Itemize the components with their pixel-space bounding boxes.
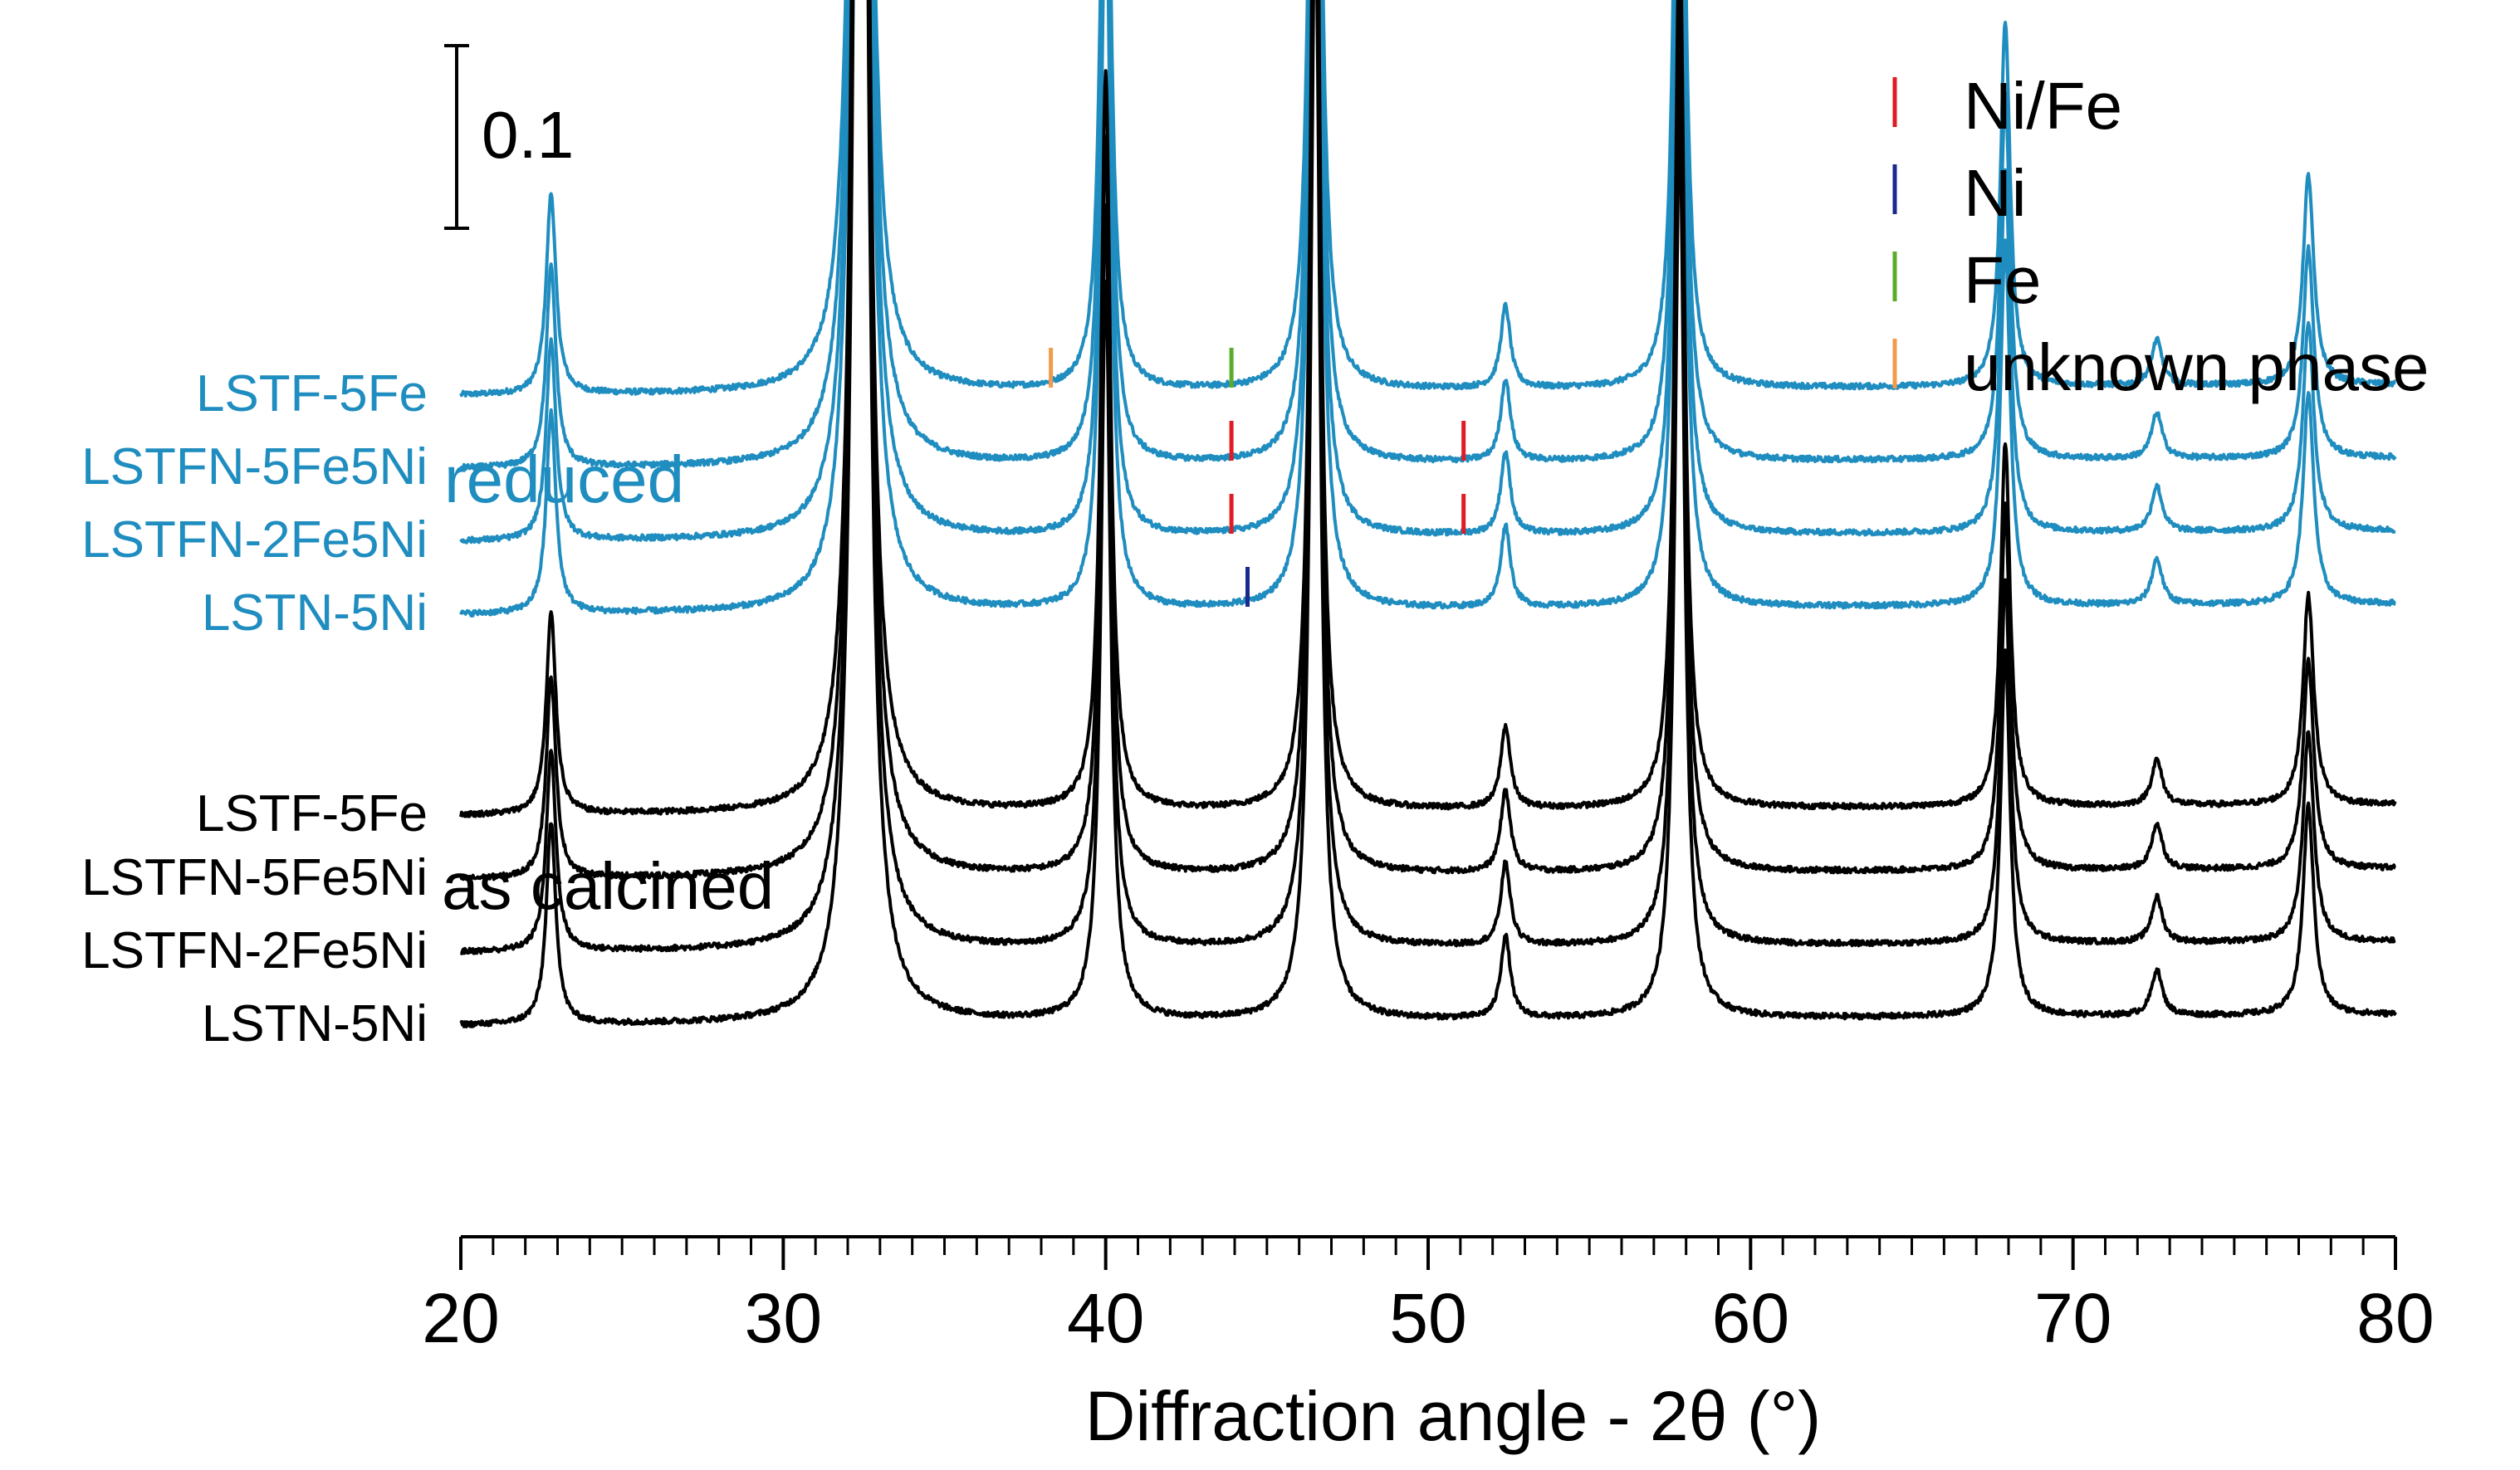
series-label-layer: LSTF-5Fe LSTFN-5Fe5Ni LSTFN-2Fe5Ni LSTN-5Ni… — [81, 365, 428, 1052]
series-label-reduced-LSTFN-2Fe5Ni: LSTFN-2Fe5Ni — [81, 511, 428, 569]
trace-as_calcined-LSTF-5Fe — [459, 0, 2397, 818]
trace-reduced-LSTFN-5Fe5Ni — [460, 0, 2397, 471]
scale-bar: 0.1 — [444, 44, 574, 230]
x-tick-label-70: 70 — [2034, 1279, 2111, 1357]
series-label-reduced-LSTF-5Fe: LSTF-5Fe — [196, 365, 428, 422]
trace-reduced-LSTN-5Ni — [459, 0, 2396, 618]
series-label-as_calcined-LSTN-5Ni: LSTN-5Ni — [202, 995, 428, 1052]
series-layer — [459, 0, 2397, 1028]
x-tick-label-50: 50 — [1389, 1279, 1466, 1357]
x-tick-label-20: 20 — [422, 1279, 499, 1357]
series-label-reduced-LSTFN-5Fe5Ni: LSTFN-5Fe5Ni — [81, 438, 428, 496]
series-label-as_calcined-LSTF-5Fe: LSTF-5Fe — [196, 785, 428, 842]
trace-as_calcined-LSTN-5Ni — [459, 0, 2397, 1028]
group-label-as_calcined: as calcined — [442, 849, 774, 923]
series-label-reduced-LSTN-5Ni: LSTN-5Ni — [202, 584, 428, 642]
legend: Ni/Fe Ni Fe unknown phase — [1892, 69, 2429, 404]
x-axis: 20 30 40 50 60 70 80 Diffraction angle - 2θ (°) — [422, 1235, 2434, 1455]
trace-reduced-LSTF-5Fe — [459, 0, 2396, 398]
phase-marker-layer — [1049, 348, 1466, 607]
x-axis-title: Diffraction angle - 2θ (°) — [1085, 1377, 1821, 1455]
series-label-as_calcined-LSTFN-5Fe5Ni: LSTFN-5Fe5Ni — [81, 849, 428, 906]
x-tick-label-40: 40 — [1067, 1279, 1144, 1357]
series-label-as_calcined-LSTFN-2Fe5Ni: LSTFN-2Fe5Ni — [81, 922, 428, 979]
trace-reduced-LSTFN-2Fe5Ni — [459, 0, 2396, 545]
x-tick-label-30: 30 — [745, 1279, 822, 1357]
x-tick-label-80: 80 — [2356, 1279, 2434, 1357]
scale-bar-label: 0.1 — [482, 98, 574, 172]
legend-label-ni: Ni — [1964, 156, 2027, 230]
legend-label-unknown-phase: unknown phase — [1964, 330, 2429, 404]
group-label-reduced: reduced — [444, 442, 684, 516]
trace-as_calcined-LSTFN-5Fe5Ni — [459, 0, 2396, 882]
x-tick-label-60: 60 — [1712, 1279, 1789, 1357]
legend-label-fe: Fe — [1964, 243, 2041, 317]
legend-label-ni-fe: Ni/Fe — [1964, 69, 2122, 143]
group-label-layer: reduced as calcined — [442, 442, 774, 923]
trace-as_calcined-LSTFN-2Fe5Ni — [459, 0, 2396, 955]
